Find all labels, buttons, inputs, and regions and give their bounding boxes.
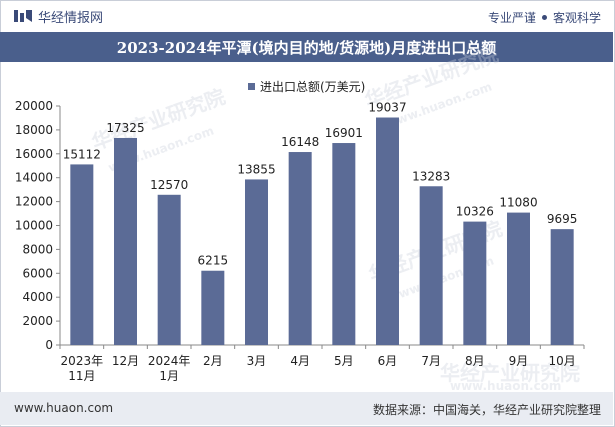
bar[interactable] [507,212,530,345]
data-label: 10326 [456,205,494,219]
data-label: 13855 [237,162,275,176]
y-tick-label: 4000 [22,290,53,304]
x-tick-label: 5月 [334,354,354,368]
bar[interactable] [288,152,312,345]
x-tick-label: 4月 [290,354,310,368]
bar[interactable] [70,164,94,345]
data-label: 16148 [281,135,319,149]
brand-name: 华经情报网 [38,10,104,26]
bar[interactable] [245,179,268,345]
bar[interactable] [114,137,137,345]
data-label: 11080 [499,196,537,210]
bar[interactable] [463,221,487,345]
x-tick-label: 12月 [112,354,139,368]
chart-title: 2023-2024年平潭(境内目的地/货源地)月度进出口总额 [116,38,497,57]
y-tick-label: 2000 [22,314,53,328]
bar[interactable] [376,117,399,346]
bar[interactable] [332,143,356,345]
x-tick-label: 1月 [159,369,179,383]
y-tick-label: 6000 [22,266,53,280]
y-tick-label: 18000 [15,123,53,137]
brand-logo-icon [14,10,32,22]
data-label: 9695 [547,212,578,226]
data-label: 12570 [150,178,188,192]
x-tick-label: 11月 [68,369,95,383]
x-tick-label: 10月 [549,354,576,368]
y-tick-label: 20000 [15,99,53,113]
data-label: 17325 [106,121,144,135]
chart-title-bar: 2023-2024年平潭(境内目的地/货源地)月度进出口总额 [0,32,613,62]
axes: 0 2000 4000 6000 8000 10000 12000 14000 16000 180… [15,99,585,352]
bar[interactable] [201,270,225,345]
bar[interactable] [419,186,443,345]
top-bar: 华经情报网 专业严谨 客观科学 [0,0,613,32]
data-labels: 15112 17325 12570 6215 13855 16148 16901 19037 1… [63,101,578,268]
chart-legend[interactable]: 进出口总额(万美元) [248,78,365,95]
x-tick-label: 2月 [203,354,223,368]
x-tick-label: 6月 [378,354,398,368]
bar[interactable] [550,229,574,345]
x-tick-label: 8月 [465,354,485,368]
data-label: 13283 [412,169,450,183]
legend-label: 进出口总额(万美元) [260,80,366,94]
legend-swatch-icon [248,83,255,90]
footer: www.huaon.com 数据来源：中国海关，华经产业研究院整理 [0,392,613,425]
watermark-text: 华经产业研究院 [440,361,580,385]
slogan-left: 专业严谨 [487,11,536,25]
data-label: 15112 [63,147,101,161]
watermark-url: www.huaon.com [450,379,561,392]
data-label: 16901 [325,126,363,140]
y-tick-label: 8000 [22,242,53,256]
y-tick-label: 12000 [15,195,53,209]
y-tick-label: 0 [45,338,53,352]
slogan-right: 客观科学 [552,11,601,25]
x-tick-label: 3月 [247,354,267,368]
x-tick-label: 7月 [421,354,441,368]
y-tick-label: 14000 [15,171,53,185]
data-label: 19037 [368,101,406,115]
slogan: 专业严谨 客观科学 [488,9,601,26]
footer-url[interactable]: www.huaon.com [14,401,114,415]
data-label: 6215 [198,254,229,268]
brand[interactable]: 华经情报网 [14,8,104,26]
y-tick-label: 10000 [15,219,53,233]
x-tick-label: 2024年 [148,354,191,368]
bar-chart: 华经产业研究院 www.huaon.com 华经产业研究院 www.huaon.… [15,42,585,392]
bars [70,117,574,346]
x-tick-label: 2023年 [61,354,104,368]
x-tick-label: 9月 [509,354,529,368]
footer-source: 数据来源：中国海关，华经产业研究院整理 [372,403,601,417]
separator-dot-icon [541,15,547,20]
y-tick-label: 16000 [15,147,53,161]
bar[interactable] [157,194,181,345]
